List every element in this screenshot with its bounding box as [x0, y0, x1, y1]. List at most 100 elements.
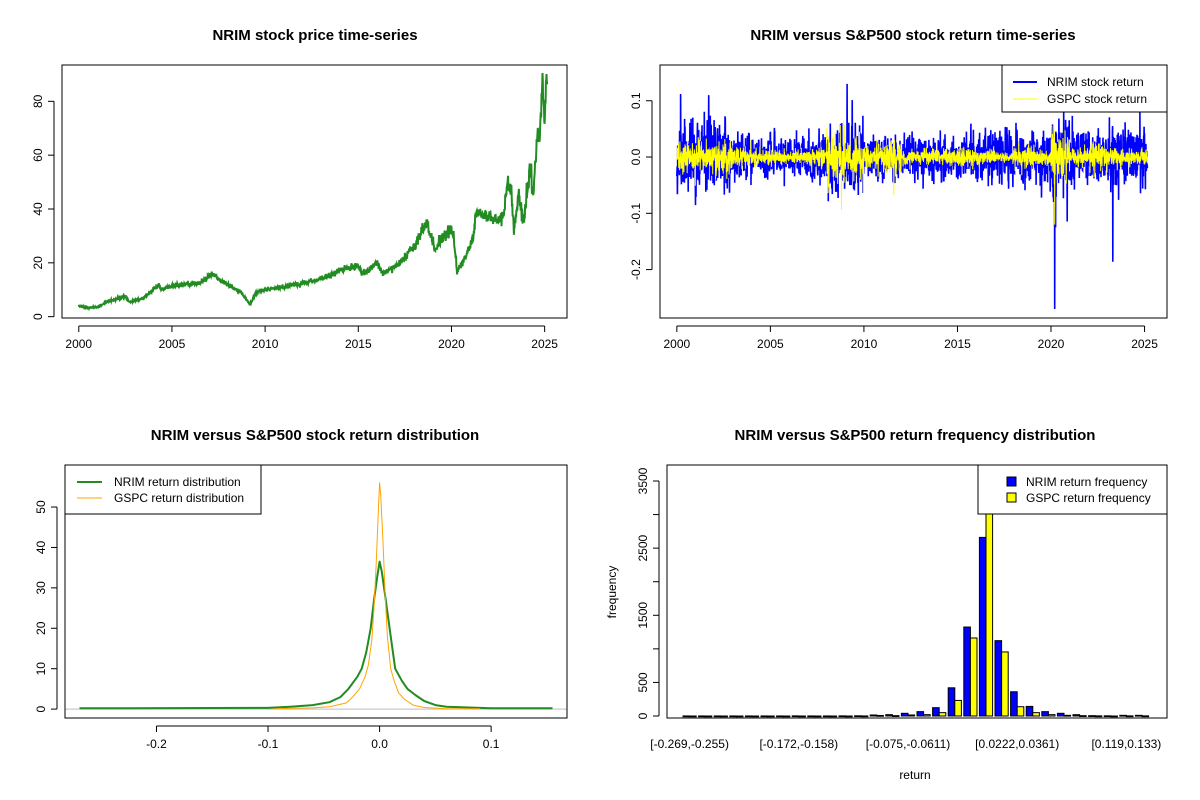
gspc-freq-bar — [1047, 714, 1056, 717]
gspc-freq-bar — [1032, 712, 1040, 717]
nrim-freq-bar — [822, 715, 831, 718]
gspc-freq-bar — [735, 715, 744, 718]
price-x-tick-label: 2010 — [252, 337, 279, 351]
density-y-tick-label: 40 — [34, 540, 48, 554]
price-y-tick-label: 20 — [31, 256, 45, 270]
nrim-freq-bar — [854, 715, 862, 718]
price-series-line — [77, 72, 549, 312]
price-x-tick-label: 2025 — [531, 337, 558, 351]
gspc-freq-bar — [1001, 651, 1009, 717]
nrim-freq-bar — [776, 715, 784, 718]
density-legend: NRIM return distribution GSPC return dist… — [64, 464, 262, 515]
hist-y-tick-label: 0 — [636, 712, 650, 719]
price-y-tick-label: 40 — [31, 202, 45, 216]
gspc-freq-bar — [782, 715, 791, 718]
density-x-tick-label: -0.1 — [258, 737, 279, 751]
price-x-tick-label: 2000 — [65, 337, 92, 351]
hist-legend: NRIM return frequency GSPC return frequen… — [977, 464, 1168, 515]
panel1-title: NRIM stock price time-series — [212, 27, 417, 44]
legend-label: GSPC return frequency — [1026, 491, 1151, 505]
nrim-freq-bar — [1025, 705, 1034, 717]
gspc-freq-bar — [798, 715, 806, 718]
gspc-freq-bar — [829, 715, 838, 718]
hist-y-tick-label: 1500 — [636, 602, 650, 629]
gspc-freq-bar — [1063, 714, 1072, 717]
nrim-freq-bar — [713, 715, 722, 718]
gspc-freq-bar — [1079, 715, 1087, 717]
price-y-tick-label: 60 — [31, 148, 45, 162]
gspc-freq-bar — [985, 465, 994, 717]
nrim-freq-bar — [682, 715, 691, 718]
nrim-freq-bar — [963, 626, 971, 717]
nrim-freq-bar — [1072, 714, 1081, 717]
returns-x-tick-label: 2010 — [851, 337, 878, 351]
nrim-freq-bar — [1041, 711, 1049, 717]
nrim-freq-bar — [978, 536, 987, 717]
legend-label: NRIM return distribution — [114, 475, 241, 489]
hist-y-tick-label: 2500 — [636, 534, 650, 561]
gspc-freq-bar — [767, 715, 775, 718]
legend-box — [1001, 64, 1168, 113]
nrim-freq-bar — [807, 715, 815, 718]
density-y-tick-label: 30 — [34, 581, 48, 595]
legend-label: NRIM return frequency — [1026, 475, 1147, 489]
hist-y-tick-label: 3500 — [636, 467, 650, 494]
hist-x-label: [0.119,0.133) — [1091, 737, 1161, 751]
gspc-freq-bar — [938, 712, 947, 717]
returns-x-tick-label: 2025 — [1131, 337, 1158, 351]
hist-x-label: [-0.075,-0.0611) — [866, 737, 951, 751]
gspc-freq-bar — [923, 714, 931, 717]
density-x-tick-label: -0.2 — [146, 737, 167, 751]
returns-plot-frame — [659, 64, 1168, 319]
gspc-freq-bar — [954, 699, 962, 717]
nrim-freq-bar — [791, 715, 800, 718]
hist-x-label: [-0.269,-0.255) — [650, 737, 729, 751]
density-x-tick-label: 0.1 — [483, 737, 500, 751]
nrim-freq-bar — [994, 640, 1003, 717]
gspc-freq-bar — [860, 715, 869, 718]
returns-x-tick-label: 2020 — [1038, 337, 1065, 351]
legend-box — [64, 464, 262, 515]
returns-y-tick-label: 0.1 — [629, 92, 643, 109]
returns-x-tick-label: 2005 — [757, 337, 784, 351]
density-y-tick-label: 50 — [34, 500, 48, 514]
gspc-return-line — [676, 120, 1148, 225]
panel4-ylabel: frequency — [605, 566, 619, 619]
price-x-tick-label: 2005 — [159, 337, 186, 351]
nrim-freq-bar — [1056, 712, 1065, 717]
nrim-freq-bar — [744, 715, 753, 718]
density-y-tick-label: 10 — [34, 662, 48, 676]
gspc-freq-bar — [876, 714, 884, 717]
returns-x-tick-label: 2015 — [944, 337, 971, 351]
gspc-freq-bar — [720, 715, 728, 718]
gspc-freq-bar — [704, 715, 713, 718]
hist-plot-frame — [666, 464, 1168, 719]
nrim-freq-bar — [885, 714, 893, 717]
gspc-freq-bar — [907, 714, 916, 717]
gspc-freq-bar — [689, 715, 697, 718]
nrim-freq-bar — [900, 712, 909, 717]
nrim-freq-bar — [729, 715, 737, 718]
hist-x-label: [-0.172,-0.158) — [759, 737, 838, 751]
returns-y-tick-label: 0.0 — [629, 148, 643, 165]
price-x-tick-label: 2015 — [345, 337, 372, 351]
gspc-freq-bar — [1094, 715, 1103, 718]
gspc-freq-bar — [813, 715, 822, 718]
nrim-freq-bar — [838, 715, 847, 718]
returns-x-tick-label: 2000 — [663, 337, 690, 351]
nrim-freq-bar — [947, 687, 956, 717]
legend-swatch — [1006, 492, 1017, 503]
price-x-tick-label: 2020 — [438, 337, 465, 351]
nrim-freq-bar — [916, 711, 925, 717]
legend-label: GSPC return distribution — [114, 491, 244, 505]
gspc-freq-bar — [1125, 715, 1134, 718]
density-y-tick-label: 20 — [34, 621, 48, 635]
nrim-freq-bar — [1134, 714, 1143, 717]
nrim-freq-bar — [932, 707, 940, 717]
hist-y-tick-label: 500 — [636, 672, 650, 692]
nrim-freq-bar — [1010, 691, 1018, 717]
density-plot-frame — [64, 464, 568, 719]
gspc-freq-bar — [969, 637, 978, 717]
